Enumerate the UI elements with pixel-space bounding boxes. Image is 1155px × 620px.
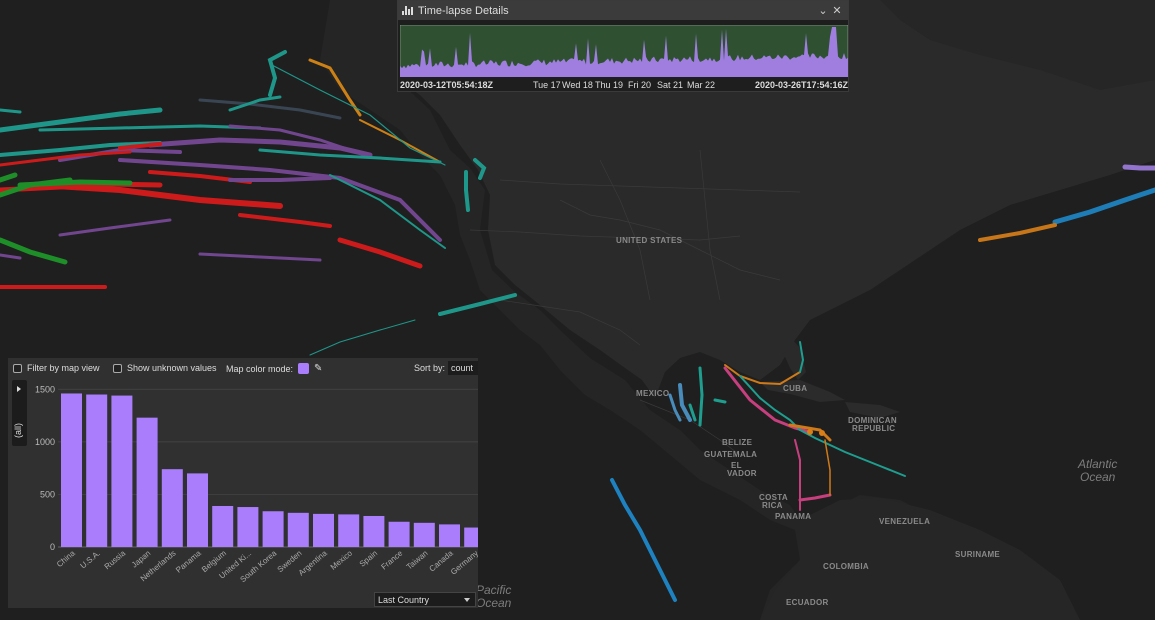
group-by-select[interactable]: Last Country	[374, 592, 476, 607]
bar	[363, 515, 385, 547]
timelapse-tick: Sat 21	[657, 80, 684, 90]
group-by-value: Last Country	[378, 595, 430, 605]
timelapse-axis: 2020-03-12T05:54:18Z Tue 17 Wed 18 Thu 1…	[400, 80, 848, 92]
y-tick-label: 1000	[35, 437, 55, 447]
label-rica: RICA	[762, 501, 783, 510]
label-atlantic-ocean: Atlantic Ocean	[1078, 457, 1118, 484]
play-icon[interactable]	[17, 386, 21, 392]
label-suriname: SURINAME	[955, 550, 1001, 559]
bar	[61, 393, 82, 547]
bar	[338, 514, 360, 547]
label-united-states: UNITED STATES	[616, 236, 683, 245]
x-tick-label: Japan	[130, 549, 152, 570]
timelapse-panel: Time-lapse Details ⌄ ✕ 2020-03-12T05:54:…	[397, 0, 849, 92]
x-tick-label: France	[380, 548, 405, 571]
filter-by-map-view[interactable]: Filter by map view	[13, 363, 100, 373]
eyedropper-icon[interactable]: ✎	[314, 363, 323, 374]
label-colombia: COLOMBIA	[823, 562, 869, 571]
bar	[413, 522, 435, 547]
color-mode-label: Map color mode:	[226, 363, 294, 374]
bar	[313, 513, 334, 547]
bar	[388, 521, 410, 547]
bar-chart-icon	[402, 6, 413, 15]
label-el: EL	[731, 461, 742, 470]
sort-label: Sort by:	[414, 363, 446, 373]
close-icon[interactable]: ✕	[832, 5, 842, 17]
unknown-checkbox[interactable]	[113, 363, 122, 373]
show-unknown-values[interactable]: Show unknown values	[113, 363, 217, 373]
label-panama: PANAMA	[775, 512, 812, 521]
x-tick-label: U.S.A.	[78, 549, 101, 571]
unknown-label: Show unknown values	[127, 363, 217, 373]
bar	[237, 507, 259, 547]
map-color-mode: Map color mode: ✎	[226, 363, 322, 374]
timelapse-tick: Mar 22	[687, 80, 716, 90]
histogram-controls: Filter by map view Show unknown values M…	[8, 358, 478, 378]
color-swatch[interactable]	[298, 363, 310, 374]
histogram-panel: Filter by map view Show unknown values M…	[8, 358, 478, 608]
x-tick-label: Taiwan	[405, 549, 430, 572]
label-dominican: DOMINICAN	[848, 416, 897, 425]
chevron-down-icon	[464, 598, 470, 602]
bar	[136, 417, 158, 547]
label-salvador: VADOR	[727, 469, 757, 478]
x-tick-label: Russia	[103, 548, 128, 571]
timelapse-tick: Tue 17	[533, 80, 561, 90]
label-republic: REPUBLIC	[852, 424, 896, 433]
x-tick-label: Germany	[449, 549, 478, 577]
sort-by-input[interactable]: count	[448, 361, 478, 375]
filter-label: Filter by map view	[27, 363, 100, 373]
label-ecuador: ECUADOR	[786, 598, 829, 607]
x-tick-label: Spain	[358, 549, 379, 569]
label-guatemala: GUATEMALA	[704, 450, 758, 459]
y-tick-label: 0	[50, 542, 55, 552]
label-belize: BELIZE	[722, 438, 753, 447]
timelapse-header: Time-lapse Details ⌄ ✕	[398, 1, 848, 20]
animation-control[interactable]: (all)	[12, 380, 27, 446]
timelapse-series	[400, 27, 848, 77]
chevron-down-icon[interactable]: ⌄	[818, 5, 828, 17]
timelapse-title: Time-lapse Details	[418, 4, 509, 17]
bar	[161, 469, 183, 547]
filter-checkbox[interactable]	[13, 363, 22, 373]
timelapse-histogram[interactable]	[400, 25, 848, 77]
timelapse-tick: Thu 19	[595, 80, 624, 90]
bar	[111, 395, 133, 547]
x-tick-label: China	[55, 548, 77, 569]
y-tick-label: 1500	[35, 384, 55, 394]
timelapse-tick: Fri 20	[628, 80, 652, 90]
bar	[262, 511, 284, 547]
bar	[86, 394, 108, 547]
timelapse-start: 2020-03-12T05:54:18Z	[400, 80, 494, 90]
y-tick-label: 500	[40, 489, 55, 499]
x-tick-label: Argentina	[297, 548, 329, 577]
bar	[187, 473, 208, 547]
bar	[464, 527, 478, 547]
x-tick-label: Mexico	[329, 548, 355, 572]
label-mexico: MEXICO	[636, 389, 670, 398]
bar	[439, 524, 460, 547]
label-cuba: CUBA	[783, 384, 808, 393]
bar	[212, 505, 234, 547]
label-pacific-ocean: Pacific Ocean	[476, 583, 512, 610]
bar	[287, 512, 309, 547]
x-tick-label: Panama	[174, 548, 203, 574]
label-venezuela: VENEZUELA	[879, 517, 931, 526]
label-costa: COSTA	[759, 493, 788, 502]
timelapse-tick: Wed 18	[562, 80, 593, 90]
timelapse-end: 2020-03-26T17:54:16Z	[754, 80, 848, 90]
